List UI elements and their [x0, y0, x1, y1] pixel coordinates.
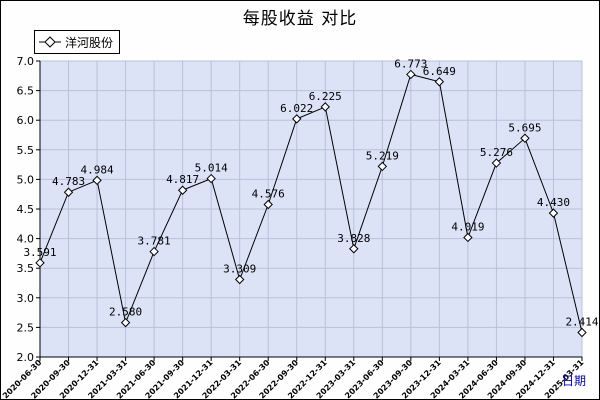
- data-label: 5.276: [480, 146, 513, 159]
- data-label: 4.817: [166, 173, 199, 186]
- data-point: [320, 102, 330, 112]
- data-point: [292, 114, 302, 124]
- data-label: 6.649: [423, 65, 456, 78]
- y-tick-label: 6.5: [17, 85, 35, 98]
- data-point: [263, 199, 273, 210]
- data-point: [149, 246, 159, 257]
- y-tick-label: 4.5: [17, 203, 35, 216]
- data-label: 5.014: [195, 162, 228, 175]
- data-label: 2.414: [565, 315, 598, 328]
- data-point: [120, 317, 131, 328]
- data-label: 4.984: [80, 163, 113, 176]
- y-tick-label: 5.5: [17, 144, 35, 157]
- data-label: 6.022: [280, 102, 313, 115]
- data-label: 3.781: [138, 235, 171, 248]
- data-point: [463, 232, 473, 243]
- data-label: 4.783: [52, 175, 85, 188]
- data-point: [377, 161, 388, 172]
- y-tick-label: 2.0: [17, 351, 35, 364]
- data-point: [491, 158, 502, 168]
- data-label: 3.828: [337, 232, 370, 245]
- chart-title: 每股收益 对比: [242, 9, 358, 29]
- data-point: [520, 133, 530, 143]
- legend-series-name: 洋河股份: [65, 35, 114, 50]
- data-label: 5.219: [366, 149, 399, 162]
- data-point: [406, 69, 416, 80]
- data-label: 4.019: [451, 220, 484, 233]
- y-tick-label: 5.0: [17, 173, 35, 186]
- data-label: 3.591: [23, 246, 56, 259]
- y-tick-label: 3.0: [17, 292, 35, 305]
- data-point: [92, 175, 102, 186]
- data-point: [577, 327, 587, 338]
- y-tick-label: 4.0: [17, 233, 35, 246]
- x-axis-label: 日期: [562, 374, 586, 388]
- data-point: [434, 77, 445, 87]
- series-line: [39, 73, 583, 333]
- data-label: 4.430: [537, 196, 570, 209]
- grid-lines: [39, 60, 583, 358]
- data-point: [206, 173, 216, 184]
- data-point: [63, 187, 74, 197]
- y-tick-label: 2.5: [17, 321, 35, 334]
- data-label: 2.580: [109, 306, 142, 319]
- data-point: [548, 208, 559, 218]
- data-label: 5.695: [508, 121, 541, 134]
- x-axis: 2020-06-302020-09-302020-12-312021-03-31…: [1, 356, 586, 400]
- data-point: [177, 185, 188, 195]
- data-point: [349, 244, 359, 254]
- y-tick-label: 7.0: [17, 55, 35, 68]
- legend-diamond-marker-icon: [39, 36, 61, 48]
- data-label: 6.773: [394, 57, 427, 70]
- legend: 洋河股份: [34, 30, 121, 54]
- data-label: 6.225: [309, 90, 342, 103]
- data-label: 3.309: [223, 263, 256, 276]
- data-point: [35, 258, 45, 268]
- y-tick-label: 3.5: [17, 262, 35, 275]
- data-point: [234, 274, 245, 285]
- y-tick-label: 6.0: [17, 114, 35, 127]
- data-label: 4.576: [252, 188, 285, 201]
- y-axis: 2.0 2.5 3.0 3.5 4.0 4.5 5.0 5.5 6.0 6.5 7.0: [17, 55, 41, 364]
